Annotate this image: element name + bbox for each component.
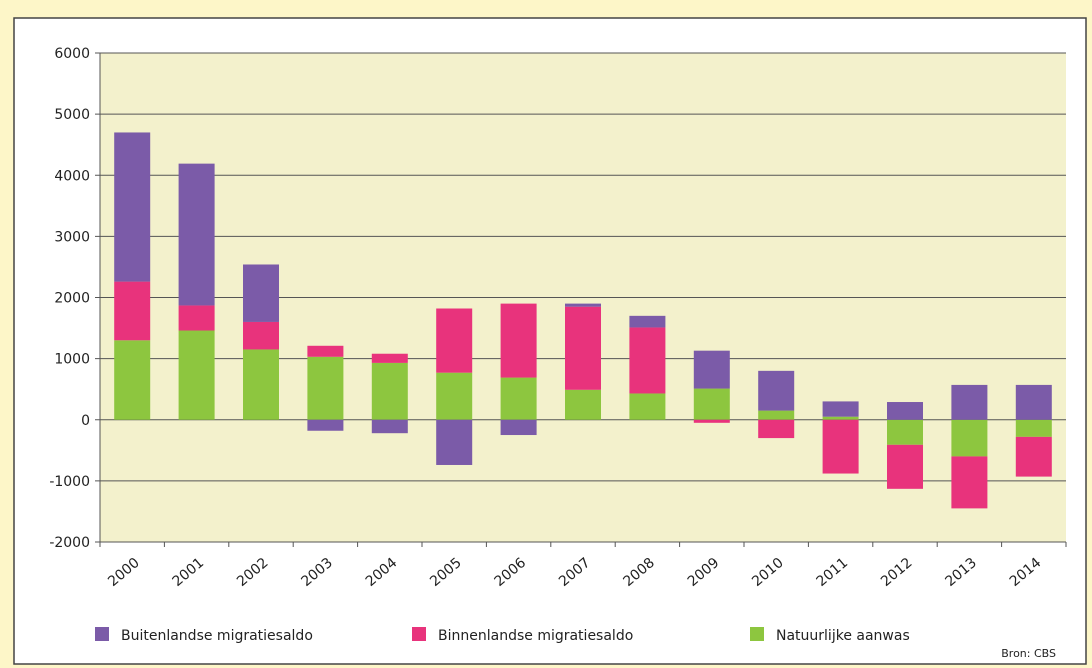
bar-segment bbox=[500, 303, 537, 378]
bar-segment bbox=[629, 393, 666, 420]
bar-segment bbox=[371, 362, 408, 420]
bar-segment bbox=[758, 370, 795, 411]
legend-label: Natuurlijke aanwas bbox=[776, 628, 910, 644]
y-tick-label: -2000 bbox=[49, 535, 90, 551]
bar-segment bbox=[1015, 436, 1052, 477]
y-tick-label: 1000 bbox=[54, 352, 90, 368]
y-tick-label: 0 bbox=[81, 413, 90, 429]
bar-segment bbox=[178, 305, 215, 331]
bar-segment bbox=[565, 303, 601, 307]
bar-segment bbox=[758, 410, 795, 420]
bar-segment bbox=[822, 401, 859, 417]
y-tick-label: 3000 bbox=[54, 229, 90, 245]
bar-segment bbox=[693, 419, 730, 423]
bar-segment bbox=[371, 419, 408, 434]
y-tick-label: 5000 bbox=[54, 107, 90, 123]
bar-segment bbox=[951, 384, 988, 420]
bar-segment bbox=[178, 163, 215, 306]
bar-segment bbox=[887, 444, 923, 489]
bar-segment bbox=[114, 281, 151, 341]
bar-segment bbox=[565, 306, 601, 390]
bar-segment bbox=[1015, 419, 1052, 437]
bar-segment bbox=[436, 308, 473, 373]
bar-segment bbox=[951, 456, 988, 509]
legend-label: Buitenlandse migratiesaldo bbox=[121, 628, 313, 644]
bar-segment bbox=[114, 132, 151, 282]
bar-segment bbox=[500, 419, 537, 436]
bar-segment bbox=[693, 350, 730, 389]
legend-label: Binnenlandse migratiesaldo bbox=[438, 628, 633, 644]
bar-segment bbox=[758, 419, 795, 439]
y-tick-label: 2000 bbox=[54, 291, 90, 307]
bar-segment bbox=[243, 349, 279, 420]
bar-segment bbox=[307, 356, 344, 420]
bar-segment bbox=[243, 321, 279, 350]
bar-segment bbox=[243, 264, 279, 322]
bar-segment bbox=[951, 419, 988, 457]
bar-segment bbox=[371, 353, 408, 363]
y-tick-label: 6000 bbox=[54, 46, 90, 62]
y-tick-label: -1000 bbox=[49, 474, 90, 490]
bar-segment bbox=[629, 315, 666, 328]
bar-segment bbox=[1015, 384, 1052, 420]
bar-segment bbox=[178, 330, 215, 420]
legend-swatch bbox=[412, 627, 426, 641]
bar-segment bbox=[436, 419, 473, 465]
bar-segment bbox=[114, 340, 151, 420]
bar-segment bbox=[887, 419, 923, 445]
source: Bron: CBS bbox=[1001, 647, 1056, 660]
bar-segment bbox=[629, 327, 666, 394]
bar-segment bbox=[822, 416, 859, 420]
bar-segment bbox=[307, 345, 344, 357]
bar-segment bbox=[565, 389, 601, 420]
bar-segment bbox=[500, 377, 537, 420]
bar-segment bbox=[436, 372, 473, 420]
bar-segment bbox=[693, 388, 730, 420]
bar-segment bbox=[307, 419, 344, 431]
bar-segment bbox=[822, 419, 859, 474]
legend-swatch bbox=[750, 627, 764, 641]
legend-swatch bbox=[95, 627, 109, 641]
bar-segment bbox=[887, 402, 923, 420]
y-tick-label: 4000 bbox=[54, 168, 90, 184]
